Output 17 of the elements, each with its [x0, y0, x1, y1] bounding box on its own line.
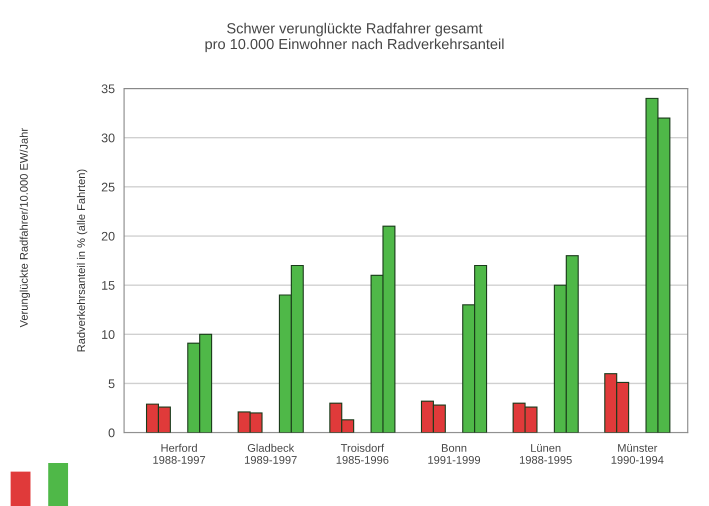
y-tick-label: 30	[102, 134, 115, 142]
y-tick-label: 5	[108, 379, 115, 388]
x-tick-label: Troisdorf 1985-1996	[336, 444, 388, 464]
x-tick-label: Münster 1990-1994	[612, 444, 664, 464]
chart-title: Schwer verunglückte Radfahrer gesamt pro 10.000 Einwohner nach Radverkehrsanteil	[205, 22, 504, 52]
y-tick-label: 20	[102, 232, 115, 241]
y-tick-label: 0	[108, 428, 115, 438]
x-tick-label: Lünen 1988-1995	[520, 444, 572, 464]
text: Verunglückte Radfahrer/10.000 EW/Jahr	[20, 128, 30, 328]
x-tick-label: Herford 1988-1997	[153, 444, 206, 464]
x-tick-label: Bonn 1991-1999	[428, 444, 480, 464]
y-axis-title: Radverkehrsanteil in % (alle Fahrten)	[76, 170, 88, 352]
y-tick-label: 15	[102, 281, 115, 290]
x-tick-label: Gladbeck 1989-1997	[245, 444, 297, 464]
y-tick-label: 10	[102, 330, 115, 339]
y-tick-label: 35	[102, 84, 115, 94]
y-tick-label: 25	[102, 182, 115, 192]
